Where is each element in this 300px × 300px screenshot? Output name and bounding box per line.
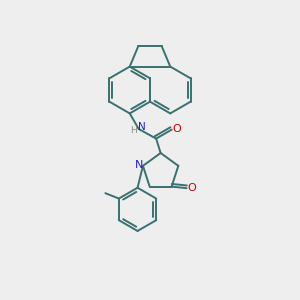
Text: H: H bbox=[130, 126, 137, 135]
Text: N: N bbox=[135, 160, 143, 170]
Text: O: O bbox=[172, 124, 181, 134]
Text: N: N bbox=[138, 122, 146, 132]
Text: O: O bbox=[188, 183, 196, 193]
